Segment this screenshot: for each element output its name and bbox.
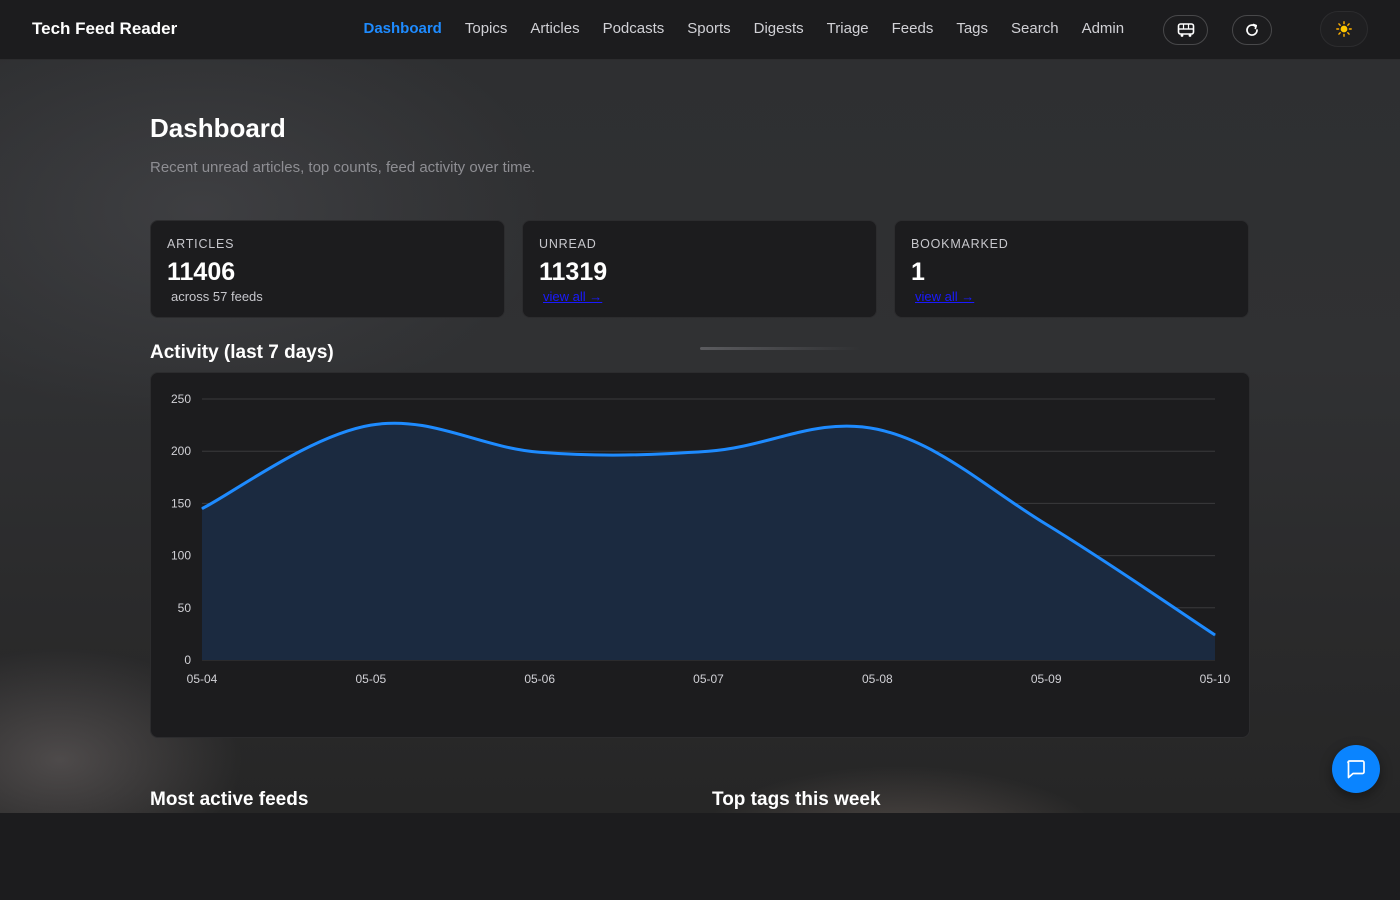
stat-card-bookmarked: BOOKMARKED 1 view all → bbox=[894, 220, 1249, 318]
x-tick-label: 05-04 bbox=[187, 672, 218, 686]
stat-value: 11319 bbox=[539, 258, 608, 286]
x-tick-label: 05-09 bbox=[1031, 672, 1062, 686]
data-point bbox=[1214, 634, 1216, 636]
stat-label: ARTICLES bbox=[167, 237, 235, 251]
x-tick-label: 05-07 bbox=[693, 672, 724, 686]
data-point bbox=[876, 428, 878, 430]
transit-button[interactable] bbox=[1163, 15, 1208, 45]
data-point bbox=[708, 450, 709, 452]
y-tick-label: 100 bbox=[171, 549, 191, 563]
chat-icon bbox=[1347, 760, 1365, 779]
stat-label: UNREAD bbox=[539, 237, 597, 251]
stat-card-articles: ARTICLES 11406 across 57 feeds bbox=[150, 220, 505, 318]
nav-topics[interactable]: Topics bbox=[464, 20, 508, 37]
top-navigation-bar: Tech Feed Reader Dashboard Topics Articl… bbox=[0, 0, 1400, 60]
stat-value: 1 bbox=[911, 258, 925, 286]
y-tick-label: 250 bbox=[171, 392, 191, 406]
nav-tags[interactable]: Tags bbox=[956, 20, 989, 37]
chat-button[interactable] bbox=[1332, 745, 1380, 793]
nav-search[interactable]: Search bbox=[1011, 20, 1059, 37]
stat-value: 11406 bbox=[167, 258, 236, 286]
activity-title: Activity (last 7 days) bbox=[150, 342, 334, 363]
y-tick-label: 0 bbox=[184, 653, 191, 667]
refresh-icon bbox=[1246, 23, 1258, 36]
top-tags-title: Top tags this week bbox=[712, 789, 881, 810]
nav-digests[interactable]: Digests bbox=[753, 20, 804, 37]
most-active-feeds-title: Most active feeds bbox=[150, 789, 309, 810]
nav-feeds[interactable]: Feeds bbox=[891, 20, 934, 37]
scroll-indicator bbox=[700, 347, 860, 350]
x-tick-label: 05-06 bbox=[524, 672, 555, 686]
app-brand[interactable]: Tech Feed Reader bbox=[32, 19, 178, 38]
x-tick-label: 05-08 bbox=[862, 672, 893, 686]
nav-podcasts[interactable]: Podcasts bbox=[602, 20, 665, 37]
sun-icon bbox=[1336, 21, 1352, 37]
nav-dashboard[interactable]: Dashboard bbox=[363, 20, 442, 37]
x-tick-label: 05-10 bbox=[1200, 672, 1231, 686]
y-tick-label: 200 bbox=[171, 444, 191, 458]
activity-chart-card: 0 50 100 150 200 250 05-04 05-05 05-06 05-07 05-08… bbox=[150, 372, 1250, 738]
data-point bbox=[201, 508, 203, 510]
stat-label: BOOKMARKED bbox=[911, 237, 1009, 251]
data-point bbox=[539, 451, 541, 453]
activity-area-fill bbox=[202, 423, 1215, 660]
x-tick-label: 05-05 bbox=[355, 672, 386, 686]
nav-triage[interactable]: Triage bbox=[826, 20, 869, 37]
data-point bbox=[370, 424, 372, 426]
data-point bbox=[1045, 523, 1047, 525]
refresh-button[interactable] bbox=[1232, 15, 1272, 45]
stat-card-unread: UNREAD 11319 view all → bbox=[522, 220, 877, 318]
page-bottom-band bbox=[0, 813, 1400, 900]
bus-icon bbox=[1177, 23, 1194, 37]
page-subtitle: Recent unread articles, top counts, feed… bbox=[150, 159, 536, 176]
nav-admin[interactable]: Admin bbox=[1081, 20, 1125, 37]
stat-note: across 57 feeds bbox=[171, 289, 263, 304]
activity-chart: 0 50 100 150 200 250 05-04 05-05 05-06 05-07 05-08… bbox=[171, 392, 1231, 686]
view-all-bookmarked-link[interactable]: view all → bbox=[915, 289, 975, 304]
nav-articles[interactable]: Articles bbox=[530, 20, 580, 37]
nav-sports[interactable]: Sports bbox=[687, 20, 731, 37]
view-all-unread-link[interactable]: view all → bbox=[543, 289, 603, 304]
y-tick-label: 50 bbox=[178, 601, 192, 615]
y-tick-label: 150 bbox=[171, 496, 191, 510]
main-nav: Dashboard Topics Articles Podcasts Sport… bbox=[352, 20, 1136, 37]
theme-toggle-button[interactable] bbox=[1320, 11, 1368, 47]
page-title: Dashboard bbox=[150, 113, 286, 143]
